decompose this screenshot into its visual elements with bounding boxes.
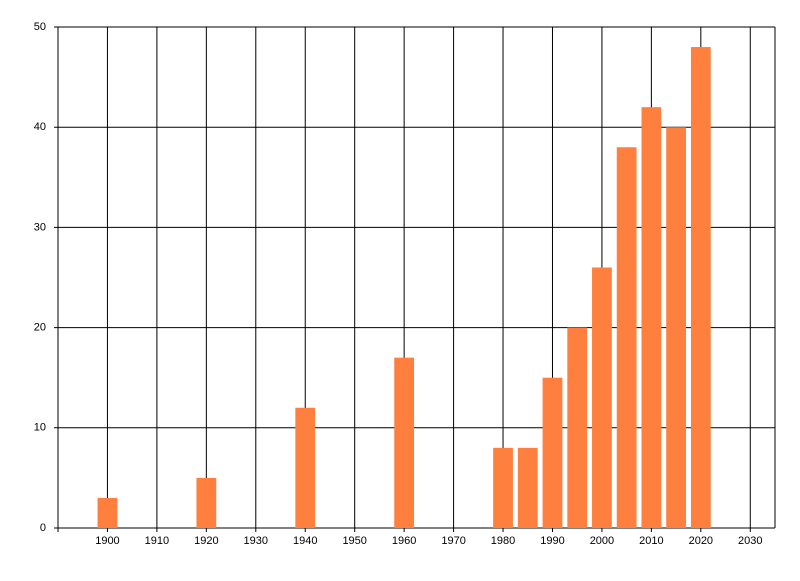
bar — [690, 47, 711, 528]
x-tick-label: 1960 — [392, 535, 416, 547]
x-tick-label: 1910 — [145, 535, 169, 547]
x-tick-label: 2010 — [639, 535, 663, 547]
y-tick-label: 0 — [40, 522, 46, 534]
y-tick-label: 30 — [34, 221, 46, 233]
bar — [666, 127, 686, 528]
bar — [97, 497, 118, 528]
bar — [295, 407, 316, 528]
y-tick-label: 20 — [34, 322, 46, 334]
x-tick-label: 1980 — [491, 535, 515, 547]
bar — [567, 327, 588, 528]
x-tick-label: 1970 — [441, 535, 465, 547]
x-tick-label: 2030 — [738, 535, 762, 547]
x-tick-label: 1950 — [342, 535, 366, 547]
x-tick-label: 1930 — [244, 535, 268, 547]
bar — [517, 447, 538, 528]
bar — [641, 107, 662, 528]
x-tick-label: 1990 — [540, 535, 564, 547]
x-tick-label: 1900 — [95, 535, 119, 547]
bar — [616, 147, 637, 529]
y-tick-label: 40 — [34, 121, 46, 133]
bar — [394, 357, 415, 528]
bar — [493, 447, 513, 528]
y-tick-label: 50 — [34, 21, 46, 33]
x-tick-label: 1940 — [293, 535, 317, 547]
x-tick-label: 2020 — [689, 535, 713, 547]
y-tick-label: 10 — [34, 422, 46, 434]
x-tick-label: 1920 — [194, 535, 218, 547]
bar — [592, 267, 612, 528]
x-tick-label: 2000 — [590, 535, 614, 547]
bar — [542, 377, 563, 528]
bar — [196, 477, 217, 528]
